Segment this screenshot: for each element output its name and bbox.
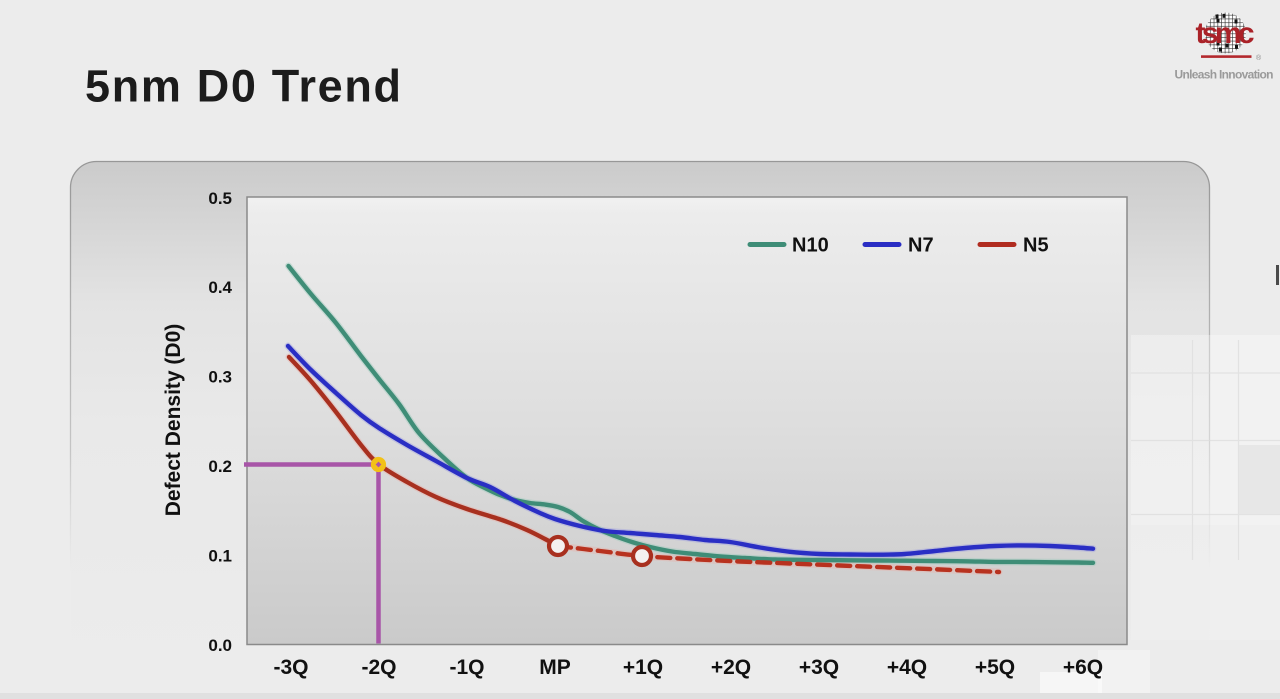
svg-text:+2Q: +2Q: [711, 656, 751, 679]
svg-text:-3Q: -3Q: [273, 656, 308, 679]
svg-text:0.3: 0.3: [208, 368, 232, 387]
svg-text:+1Q: +1Q: [623, 656, 663, 679]
svg-text:0.4: 0.4: [208, 278, 232, 297]
svg-text:0.1: 0.1: [208, 546, 232, 565]
svg-text:+3Q: +3Q: [799, 656, 839, 679]
svg-text:Unleash Innovation: Unleash Innovation: [1175, 68, 1274, 82]
svg-text:N7: N7: [908, 235, 934, 257]
svg-text:0.5: 0.5: [208, 189, 232, 208]
svg-text:0.0: 0.0: [208, 636, 232, 655]
svg-text:N5: N5: [1023, 235, 1049, 257]
svg-text:-2Q: -2Q: [361, 656, 396, 679]
svg-text:Defect Density (D0): Defect Density (D0): [162, 324, 185, 517]
svg-text:MP: MP: [539, 656, 571, 679]
svg-text:+6Q: +6Q: [1063, 656, 1103, 679]
svg-text:-1Q: -1Q: [449, 656, 484, 679]
svg-text:N10: N10: [792, 235, 829, 257]
svg-text:®: ®: [1256, 54, 1262, 62]
svg-text:0.2: 0.2: [208, 457, 232, 476]
svg-text:tsmc: tsmc: [1196, 17, 1255, 50]
svg-text:+5Q: +5Q: [975, 656, 1015, 679]
svg-text:+4Q: +4Q: [887, 656, 927, 679]
svg-text:5nm D0 Trend: 5nm D0 Trend: [85, 61, 401, 112]
